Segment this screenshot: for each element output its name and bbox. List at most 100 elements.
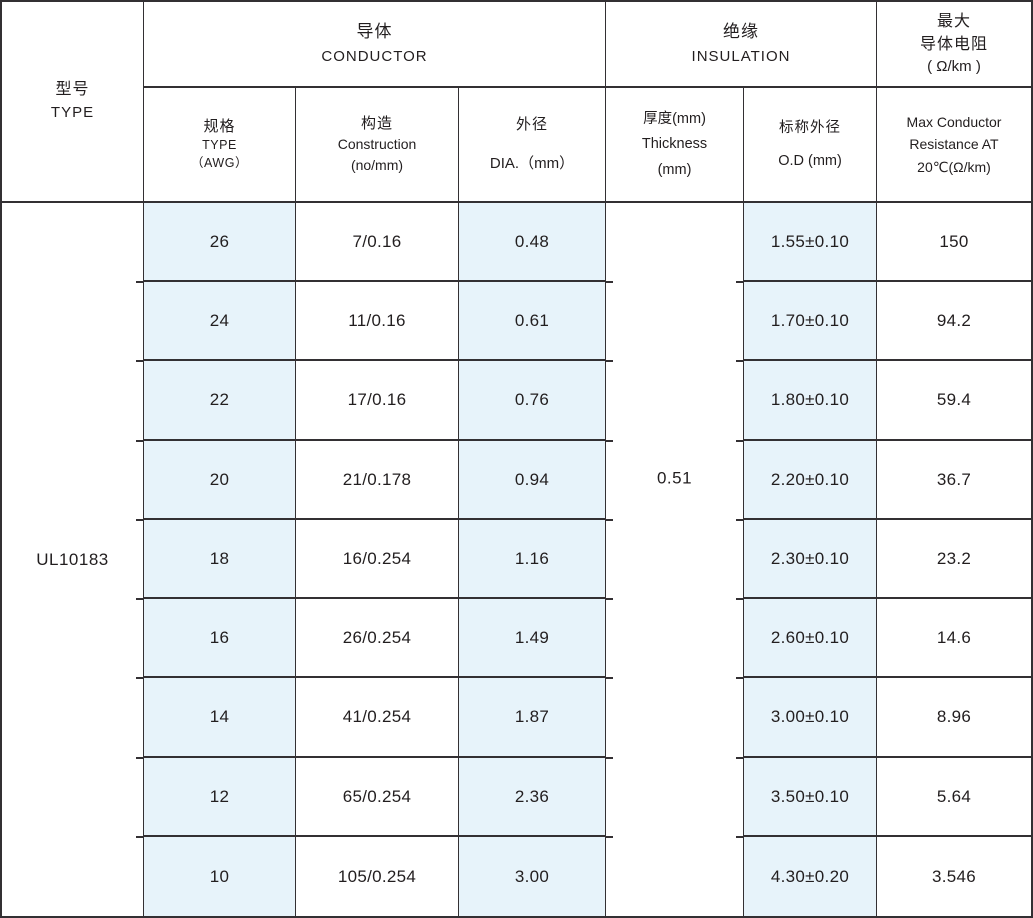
cell-resistance: 8.96: [877, 678, 1031, 758]
cell-od: 1.80±0.10: [744, 361, 877, 441]
row-divider-tick: [736, 835, 743, 838]
row-divider-tick: [606, 756, 613, 759]
row-divider-tick: [736, 677, 743, 680]
thickness-subheader-zh: 厚度(mm): [643, 111, 706, 128]
cell-resistance: 94.2: [877, 282, 1031, 362]
awg-subheader-en: TYPE: [202, 138, 237, 153]
cell-dia: 1.16: [459, 519, 606, 600]
cell-dia: 0.48: [459, 203, 606, 283]
cell-awg: 24: [144, 282, 296, 362]
cell-od: 2.60±0.10: [744, 599, 877, 679]
type-column-header: 型号 TYPE: [2, 2, 144, 203]
cell-dia: 1.49: [459, 599, 606, 679]
cell-awg: 20: [144, 440, 296, 520]
row-divider-tick: [136, 360, 143, 363]
max-resistance-subheader-l3: 20℃(Ω/km): [917, 158, 991, 175]
construction-subheader-en: Construction: [337, 136, 417, 153]
cell-construction: 65/0.254: [296, 757, 459, 837]
row-divider-tick: [136, 835, 143, 838]
cell-resistance: 23.2: [877, 520, 1031, 600]
thickness-subheader-en: Thickness: [641, 136, 708, 153]
max-resistance-header: 最大 导体电阻 ( Ω/km ): [877, 2, 1031, 88]
cell-od: 1.55±0.10: [744, 203, 877, 283]
thickness-value: 0.51: [656, 468, 693, 488]
cell-awg: 18: [144, 519, 296, 600]
cell-awg: 22: [144, 361, 296, 441]
awg-subheader-zh: 规格: [203, 117, 236, 135]
cell-dia: 0.61: [459, 282, 606, 362]
cell-construction: 16/0.254: [296, 519, 459, 600]
type-value: UL10183: [36, 549, 109, 569]
max-resistance-zh2: 导体电阻: [919, 35, 988, 53]
conductor-header-zh: 导体: [356, 22, 393, 41]
cell-construction: 21/0.178: [296, 440, 459, 520]
cell-resistance: 59.4: [877, 361, 1031, 441]
cell-resistance: 14.6: [877, 599, 1031, 679]
row-divider-tick: [136, 756, 143, 759]
diameter-subheader-zh: 外径: [515, 115, 548, 133]
row-divider-tick: [736, 281, 743, 284]
od-subheader: 标称外径 O.D (mm): [744, 88, 877, 203]
cell-construction: 7/0.16: [296, 203, 459, 283]
conductor-header-en: CONDUCTOR: [321, 48, 428, 66]
cell-construction: 105/0.254: [296, 836, 459, 916]
thickness-subheader: 厚度(mm) Thickness (mm): [606, 88, 744, 203]
cell-awg: 10: [144, 836, 296, 916]
row-divider-tick: [606, 360, 613, 363]
construction-subheader-unit: (no/mm): [350, 156, 404, 173]
cell-construction: 17/0.16: [296, 361, 459, 441]
conductor-group-header: 导体 CONDUCTOR: [144, 2, 606, 88]
row-divider-tick: [736, 439, 743, 442]
insulation-group-header: 绝缘 INSULATION: [606, 2, 877, 88]
max-resistance-zh1: 最大: [936, 12, 971, 30]
row-divider-tick: [606, 439, 613, 442]
row-divider-tick: [136, 281, 143, 284]
type-value-cell: UL10183: [2, 203, 144, 916]
row-divider-tick: [136, 677, 143, 680]
cell-dia: 0.76: [459, 361, 606, 441]
od-subheader-zh: 标称外径: [779, 120, 841, 137]
cell-dia: 0.94: [459, 440, 606, 520]
cell-dia: 3.00: [459, 836, 606, 916]
od-subheader-en: O.D (mm): [778, 152, 842, 169]
cell-awg: 14: [144, 678, 296, 758]
cell-od: 1.70±0.10: [744, 282, 877, 362]
cell-dia: 1.87: [459, 678, 606, 758]
awg-subheader-unit: （AWG）: [191, 155, 248, 170]
thickness-value-cell: 0.51: [606, 203, 744, 916]
row-divider-tick: [736, 756, 743, 759]
cell-construction: 26/0.254: [296, 599, 459, 679]
row-divider-tick: [136, 439, 143, 442]
cell-od: 3.00±0.10: [744, 678, 877, 758]
max-resistance-unit: ( Ω/km ): [927, 57, 981, 75]
row-divider-tick: [736, 360, 743, 363]
row-divider-tick: [736, 518, 743, 521]
construction-subheader: 构造 Construction (no/mm): [296, 88, 459, 203]
row-divider-tick: [136, 598, 143, 601]
cell-resistance: 36.7: [877, 441, 1031, 520]
thickness-subheader-unit: (mm): [657, 161, 692, 178]
diameter-subheader: 外径 DIA.（mm）: [459, 88, 606, 203]
cell-od: 2.30±0.10: [744, 519, 877, 600]
type-header-zh: 型号: [55, 81, 90, 99]
row-divider-tick: [606, 835, 613, 838]
row-divider-tick: [136, 518, 143, 521]
diameter-subheader-en: DIA.（mm）: [489, 154, 575, 172]
cell-awg: 12: [144, 757, 296, 837]
insulation-header-zh: 绝缘: [723, 22, 759, 41]
cell-dia: 2.36: [459, 757, 606, 837]
construction-subheader-zh: 构造: [360, 114, 393, 132]
awg-subheader: 规格 TYPE （AWG）: [144, 88, 296, 203]
row-divider-tick: [606, 677, 613, 680]
cell-resistance: 3.546: [931, 866, 977, 886]
cell-construction: 41/0.254: [296, 678, 459, 758]
row-divider-tick: [606, 598, 613, 601]
max-resistance-subheader-l2: Resistance AT: [909, 136, 999, 153]
cell-resistance: 5.64: [877, 758, 1031, 837]
cell-resistance: 150: [877, 203, 1031, 283]
cell-awg: 16: [144, 599, 296, 679]
max-resistance-subheader-l1: Max Conductor: [906, 114, 1002, 131]
row-divider-tick: [606, 281, 613, 284]
type-header-en: TYPE: [50, 104, 95, 122]
